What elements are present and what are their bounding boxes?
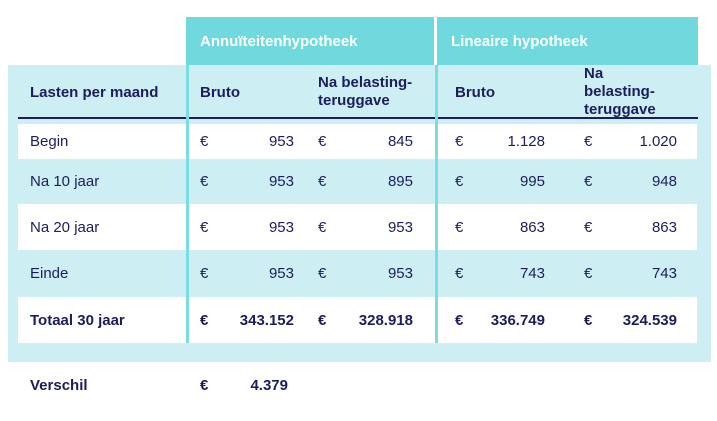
amount: 953 [268, 265, 294, 282]
cell-value: €995 [435, 173, 559, 190]
cell-label: Na 10 jaar [30, 173, 100, 190]
cell-value: €743 [435, 265, 559, 282]
amount: 953 [268, 173, 294, 190]
group-header-annuity: Annuïteitenhypotheek [186, 17, 434, 65]
cell-value: €845 [310, 133, 435, 150]
currency-symbol: € [200, 376, 209, 394]
header-underline [18, 117, 698, 119]
currency-symbol: € [318, 265, 327, 282]
amount: 953 [268, 133, 294, 150]
amount: 953 [387, 218, 413, 236]
table-body: Lasten per maand Bruto Na belasting-teru… [8, 65, 711, 362]
amount: 4.379 [250, 376, 288, 394]
cell-label: Na 20 jaar [30, 218, 100, 236]
amount: 863 [651, 218, 677, 236]
currency-symbol: € [455, 265, 464, 282]
group-header-annuity-label: Annuïteitenhypotheek [200, 32, 358, 50]
currency-symbol: € [318, 133, 327, 150]
cell-label: Einde [30, 265, 69, 282]
cell-value: €328.918 [310, 312, 435, 329]
currency-symbol: € [200, 218, 209, 236]
row-einde: Einde €953 €953 €743 €743 [8, 250, 711, 297]
cell-value: €953 [310, 219, 435, 236]
cell-value: €324.539 [559, 312, 697, 329]
currency-symbol: € [455, 311, 464, 329]
amount: 953 [387, 265, 413, 282]
cell-label: Totaal 30 jaar [30, 311, 125, 329]
column-header-bruto-linear: Bruto [455, 83, 495, 101]
amount: 328.918 [358, 311, 413, 329]
cell-value: €743 [559, 265, 697, 282]
cell-value: €336.749 [435, 312, 559, 329]
cell-value: €948 [559, 173, 697, 190]
currency-symbol: € [584, 311, 593, 329]
amount: 743 [651, 265, 677, 282]
cell-label: Verschil [30, 376, 88, 394]
cell-value: €953 [186, 219, 310, 236]
amount: 953 [268, 218, 294, 236]
amount: 1.020 [639, 133, 677, 150]
amount: 895 [387, 173, 413, 190]
amount: 948 [651, 173, 677, 190]
currency-symbol: € [455, 173, 464, 190]
amount: 336.749 [490, 311, 545, 329]
cell-value: €863 [435, 219, 559, 236]
cell-value: €4.379 [186, 377, 310, 394]
group-header-linear-label: Lineaire hypotheek [451, 32, 588, 50]
currency-symbol: € [200, 265, 209, 282]
cell-value: €953 [186, 133, 310, 150]
currency-symbol: € [318, 173, 327, 190]
currency-symbol: € [584, 265, 593, 282]
amount: 743 [519, 265, 545, 282]
column-divider [435, 65, 438, 343]
cell-value: €863 [559, 219, 697, 236]
column-header-na-belasting-annuity: Na belasting-teruggave [318, 74, 413, 109]
currency-symbol: € [455, 218, 464, 236]
column-header-bruto-annuity: Bruto [200, 83, 240, 101]
currency-symbol: € [200, 173, 209, 190]
amount: 1.128 [507, 133, 545, 150]
column-header-row: Lasten per maand Bruto Na belasting-teru… [8, 65, 711, 118]
cell-value: €343.152 [186, 312, 310, 329]
column-header-na-belasting-linear: Na belasting-teruggave [584, 65, 656, 118]
cell-value: €1.020 [559, 133, 697, 150]
currency-symbol: € [584, 133, 593, 150]
cell-label: Begin [30, 133, 69, 150]
currency-symbol: € [455, 133, 464, 150]
row-na-20-jaar: Na 20 jaar €953 €953 €863 €863 [8, 204, 711, 250]
currency-symbol: € [584, 173, 593, 190]
column-divider [186, 65, 189, 343]
currency-symbol: € [318, 311, 327, 329]
amount: 863 [519, 218, 545, 236]
currency-symbol: € [200, 311, 209, 329]
row-totaal-30-jaar: Totaal 30 jaar €343.152 €328.918 €336.74… [8, 297, 711, 343]
cell-value: €953 [310, 265, 435, 282]
cell-value: €953 [186, 173, 310, 190]
group-header-linear: Lineaire hypotheek [437, 17, 698, 65]
column-header-lasten-per-maand: Lasten per maand [30, 83, 159, 101]
row-verschil: Verschil €4.379 [8, 370, 711, 400]
row-na-10-jaar: Na 10 jaar €953 €895 €995 €948 [8, 159, 711, 204]
amount: 324.539 [622, 311, 677, 329]
amount: 845 [387, 133, 413, 150]
currency-symbol: € [318, 218, 327, 236]
cell-value: €1.128 [435, 133, 559, 150]
amount: 343.152 [239, 311, 294, 329]
row-begin: Begin €953 €845 €1.128 €1.020 [8, 124, 711, 159]
currency-symbol: € [200, 133, 209, 150]
cell-value: €895 [310, 173, 435, 190]
currency-symbol: € [584, 218, 593, 236]
amount: 995 [519, 173, 545, 190]
cell-value: €953 [186, 265, 310, 282]
